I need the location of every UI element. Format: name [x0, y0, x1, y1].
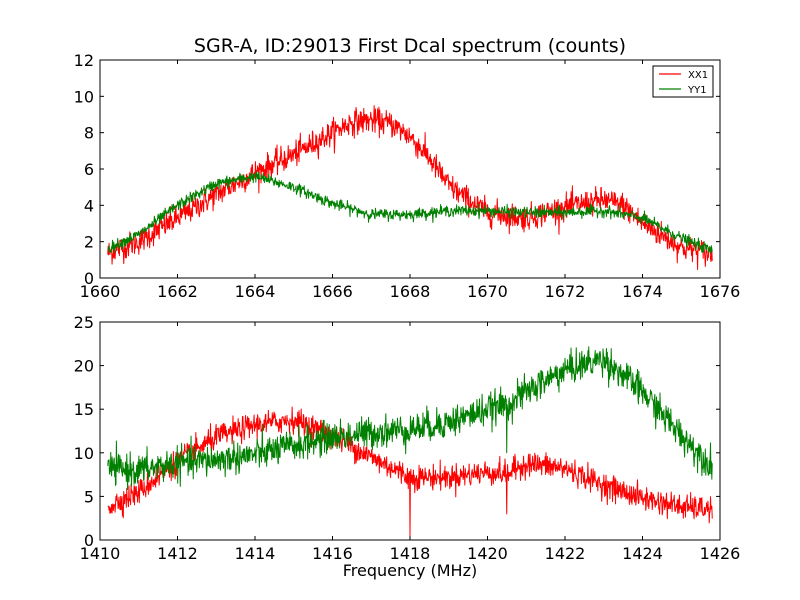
top-y-tick-label: 4: [84, 196, 94, 215]
bottom-y-tick-label: 10: [74, 444, 94, 463]
legend-label-yy1: YY1: [687, 85, 707, 96]
top-subplot: SGR-A, ID:29013 First Dcal spectrum (cou…: [74, 35, 741, 301]
bottom-x-tick-label: 1410: [80, 544, 121, 563]
legend-label-xx1: XX1: [688, 70, 708, 81]
top-x-tick-label: 1660: [80, 282, 121, 301]
top-x-tick-label: 1666: [312, 282, 353, 301]
chart-title: SGR-A, ID:29013 First Dcal spectrum (cou…: [194, 35, 626, 57]
top-y-tick-label: 12: [74, 51, 94, 70]
bottom-x-tick-label: 1424: [622, 544, 663, 563]
top-x-tick-label: 1668: [390, 282, 431, 301]
top-series-layer: [107, 105, 713, 270]
top-x-tick-label: 1672: [545, 282, 586, 301]
top-x-tick-label: 1674: [622, 282, 663, 301]
bottom-y-tick-label: 20: [74, 357, 94, 376]
top-x-tick-label: 1664: [235, 282, 276, 301]
bottom-x-tick-label: 1418: [390, 544, 431, 563]
legend: XX1 YY1: [652, 65, 714, 98]
bottom-ticks-layer: 1410 1412 1414 1416 1418 1420 1422 1424 1426 0 5 10…: [74, 313, 741, 563]
top-series-line-yy1: [107, 171, 713, 255]
bottom-x-tick-label: 1426: [700, 544, 741, 563]
top-ticks-layer: 1660 1662 1664 1666 1668 1670 1672 1674 1676 0 2 4 6…: [74, 51, 741, 301]
top-y-tick-label: 8: [84, 124, 94, 143]
bottom-x-tick-label: 1416: [312, 544, 353, 563]
bottom-x-tick-label: 1420: [467, 544, 508, 563]
top-x-tick-label: 1670: [467, 282, 508, 301]
top-y-tick-label: 10: [74, 87, 94, 106]
bottom-y-tick-label: 25: [74, 313, 94, 332]
top-x-tick-label: 1676: [700, 282, 741, 301]
top-y-tick-label: 2: [84, 233, 94, 252]
bottom-x-tick-label: 1412: [157, 544, 198, 563]
top-y-tick-label: 0: [84, 269, 94, 288]
top-y-tick-label: 6: [84, 160, 94, 179]
top-series-line-xx1: [107, 105, 713, 270]
x-axis-label: Frequency (MHz): [343, 561, 477, 580]
bottom-series-line-series-2: [107, 346, 713, 490]
bottom-y-tick-label: 5: [84, 487, 94, 506]
bottom-y-tick-label: 0: [84, 531, 94, 550]
bottom-x-tick-label: 1414: [235, 544, 276, 563]
bottom-subplot: 1410 1412 1414 1416 1418 1420 1422 1424 1426 0 5 10…: [74, 313, 741, 580]
bottom-y-tick-label: 15: [74, 400, 94, 419]
legend-box: [652, 65, 714, 98]
bottom-x-tick-label: 1422: [545, 544, 586, 563]
top-x-tick-label: 1662: [157, 282, 198, 301]
